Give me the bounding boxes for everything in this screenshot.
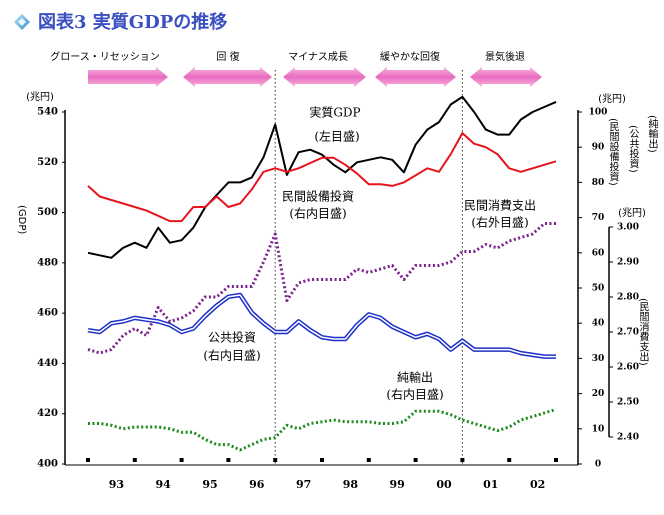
phase-label: 回 復 [216, 50, 239, 63]
annotation: (左目盛) [314, 129, 359, 144]
title-icon-inner [18, 18, 26, 26]
x-tick [179, 458, 184, 462]
x-tick [273, 458, 278, 462]
x-tick-label: 95 [202, 478, 217, 491]
phase-arrows [88, 67, 542, 87]
annotation: (右内目盛) [289, 206, 346, 221]
x-tick-label: 01 [483, 478, 498, 491]
x-tick [413, 458, 418, 462]
annotation: 民間設備投資 [282, 189, 354, 204]
y3-tick-label: 2.40 [617, 433, 639, 443]
x-tick-label: 99 [390, 478, 405, 491]
annotation: 公共投資 [208, 330, 256, 345]
y2-tick-label: 90 [592, 143, 605, 153]
phase-arrow [470, 67, 542, 87]
y3-tick-label: 2.80 [617, 293, 639, 303]
x-tick-label: 94 [156, 478, 172, 491]
y3-tick-label: 3.00 [617, 223, 639, 233]
y2-tick-label: 20 [592, 389, 605, 399]
phase-label: マイナス成長 [288, 51, 348, 63]
y-tick-label: 400 [37, 459, 58, 470]
x-tick [554, 458, 558, 462]
y2-tick-label: 70 [592, 213, 605, 223]
series-line [88, 407, 557, 452]
x-tick [507, 458, 512, 462]
chart-title: 図表3 実質GDPの推移 [38, 11, 227, 33]
y-tick-label: 440 [37, 358, 58, 369]
annotation: (右内目盛) [386, 387, 443, 402]
y2-tick-label: 50 [592, 284, 605, 294]
y-tick-label: 500 [37, 207, 58, 218]
y3-tick-label: 2.70 [617, 328, 639, 338]
y2-label: (純輸出) [646, 115, 658, 153]
y-tick-label: 480 [37, 257, 58, 268]
annotation: 民間消費支出 [464, 198, 536, 213]
y2-tick-label: 80 [592, 178, 605, 188]
series-line [87, 222, 556, 355]
annotation: (右外目盛) [471, 215, 528, 230]
phase-arrow [183, 67, 272, 87]
y3-label: (民間消費支出) [637, 298, 649, 366]
series-line [87, 95, 557, 259]
annotation: 実質GDP [309, 105, 360, 120]
y2-unit: (兆円) [598, 93, 626, 105]
y2-label: (公共投資) [627, 125, 639, 173]
x-tick [132, 458, 137, 462]
y-tick-label: 520 [37, 157, 58, 168]
y2-tick-label: 40 [592, 319, 605, 329]
y-tick-label: 460 [37, 308, 58, 319]
y2-tick-label: 10 [592, 424, 605, 434]
y-unit: (兆円) [26, 91, 54, 103]
x-tick-label: 97 [296, 478, 311, 491]
y-label: (GDP) [16, 205, 27, 234]
series-line [87, 292, 556, 359]
x-tick-label: 98 [343, 478, 359, 491]
series-line [87, 132, 557, 223]
y2-tick-label: 60 [592, 248, 605, 258]
phase-label: 景気後退 [485, 50, 525, 63]
y2-tick-label: 30 [592, 354, 605, 364]
series-line-inner [87, 294, 556, 358]
x-tick-label: 93 [109, 478, 124, 491]
y-tick-label: 420 [37, 408, 58, 419]
phase-arrow [283, 67, 366, 87]
phase-arrow [88, 67, 168, 87]
x-tick [460, 458, 465, 462]
annotation: (右内目盛) [203, 348, 260, 363]
y2-tick-label: 0 [595, 460, 601, 470]
y-tick-label: 540 [37, 107, 58, 118]
phase-arrow [375, 67, 456, 87]
y2-label: (民間設備投資) [607, 118, 619, 186]
x-tick [366, 458, 371, 462]
y3-tick-label: 2.60 [617, 363, 639, 373]
phase-label: 緩やかな回復 [380, 50, 440, 63]
x-tick [86, 458, 90, 462]
x-tick-label: 02 [530, 478, 545, 491]
x-tick [320, 458, 324, 462]
annotation: 純輸出 [397, 370, 433, 385]
y3-tick-label: 2.90 [617, 258, 639, 268]
x-tick [226, 458, 231, 462]
y2-tick-label: 100 [589, 108, 608, 118]
y3-tick-label: 2.50 [617, 398, 639, 408]
phase-label: グロース・リセッション [50, 50, 160, 63]
x-tick-label: 00 [436, 478, 452, 491]
x-tick-label: 96 [249, 478, 265, 491]
y3-unit: (兆円) [618, 207, 646, 219]
